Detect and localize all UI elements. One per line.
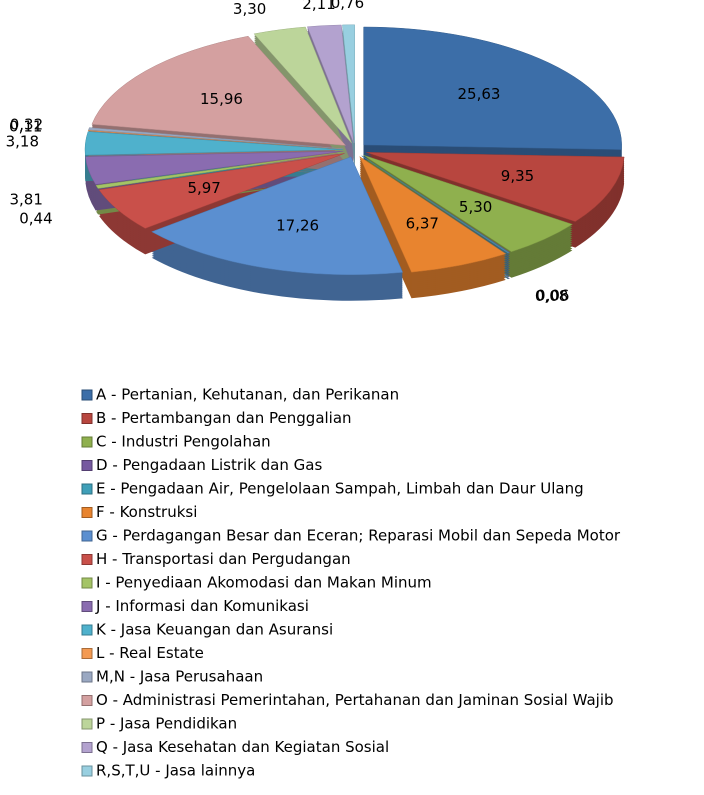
data-label: 15,96 bbox=[200, 90, 243, 108]
legend-label: J - Informasi dan Komunikasi bbox=[95, 597, 309, 615]
slice bbox=[151, 156, 404, 276]
slice bbox=[84, 131, 344, 156]
legend-swatch bbox=[81, 483, 93, 495]
legend-label: L - Real Estate bbox=[96, 644, 204, 662]
legend-swatch bbox=[81, 601, 93, 612]
slice bbox=[363, 26, 622, 150]
data-label: 9,35 bbox=[501, 167, 534, 185]
legend-label: Q - Jasa Kesehatan dan Kegiatan Sosial bbox=[96, 738, 389, 756]
slice bbox=[366, 152, 625, 222]
legend-label: P - Jasa Pendidikan bbox=[96, 715, 237, 733]
legend-swatch bbox=[81, 577, 93, 589]
legend-swatch bbox=[81, 530, 93, 542]
legend-label: D - Pengadaan Listrik dan Gas bbox=[96, 456, 322, 474]
data-label: 0,11 bbox=[9, 118, 42, 136]
data-label: 17,26 bbox=[276, 216, 319, 234]
legend-label: R,S,T,U - Jasa lainnya bbox=[96, 762, 255, 780]
legend-swatch bbox=[81, 436, 93, 448]
legend-label: C - Industri Pengolahan bbox=[96, 433, 271, 451]
legend-label: M,N - Jasa Perusahaan bbox=[96, 668, 263, 686]
data-label: 2,11 bbox=[302, 0, 335, 13]
data-label: 3,30 bbox=[233, 0, 266, 18]
legend-swatch bbox=[81, 624, 93, 636]
data-label: 0,32 bbox=[10, 116, 43, 134]
slice bbox=[307, 24, 354, 143]
data-label: 25,63 bbox=[457, 85, 500, 103]
legend-label: E - Pengadaan Air, Pengelolaan Sampah, L… bbox=[96, 480, 584, 498]
slice bbox=[95, 151, 344, 189]
data-label: 3,81 bbox=[10, 191, 43, 209]
data-label: 0,76 bbox=[331, 0, 364, 12]
data-label: 0,06 bbox=[536, 287, 569, 305]
legend-swatch bbox=[81, 765, 93, 777]
legend-label: H - Transportasi dan Pergudangan bbox=[96, 550, 351, 568]
data-label: 3,18 bbox=[6, 133, 39, 151]
data-label: 5,30 bbox=[459, 198, 492, 216]
legend-label: O - Administrasi Pemerintahan, Pertahana… bbox=[96, 691, 614, 709]
legend-swatch bbox=[81, 742, 93, 753]
legend-swatch bbox=[81, 554, 93, 565]
slice bbox=[359, 155, 507, 273]
data-label: 6,37 bbox=[406, 214, 439, 232]
legend-label: F - Konstruksi bbox=[96, 503, 197, 521]
slice bbox=[361, 155, 510, 254]
slice bbox=[91, 35, 347, 146]
legend-label: G - Perdagangan Besar dan Eceran; Repara… bbox=[96, 527, 621, 545]
legend-label: B - Pertambangan dan Penggalian bbox=[96, 409, 352, 427]
slice-side bbox=[361, 157, 510, 255]
slice bbox=[253, 26, 352, 144]
legend-swatch bbox=[81, 718, 93, 730]
data-label: 0,44 bbox=[19, 210, 52, 228]
legend-swatch bbox=[81, 389, 93, 401]
legend-swatch bbox=[81, 413, 93, 424]
data-label: 5,97 bbox=[187, 179, 220, 197]
legend-swatch bbox=[81, 648, 93, 659]
legend-swatch bbox=[81, 507, 93, 518]
legend-swatch bbox=[81, 671, 93, 683]
legend-label: K - Jasa Keuangan dan Asuransi bbox=[96, 621, 333, 639]
legend-swatch bbox=[81, 695, 93, 706]
pie-tops bbox=[84, 24, 625, 276]
legend-label: I - Penyediaan Akomodasi dan Makan Minum bbox=[96, 574, 432, 592]
slice bbox=[85, 150, 344, 185]
slice bbox=[88, 127, 344, 150]
legend-swatch bbox=[81, 460, 93, 471]
legend-label: A - Pertanian, Kehutanan, dan Perikanan bbox=[96, 386, 399, 404]
slice bbox=[342, 24, 355, 143]
data-label: 0,08 bbox=[535, 287, 568, 305]
slice bbox=[98, 153, 345, 229]
slice bbox=[363, 154, 573, 253]
